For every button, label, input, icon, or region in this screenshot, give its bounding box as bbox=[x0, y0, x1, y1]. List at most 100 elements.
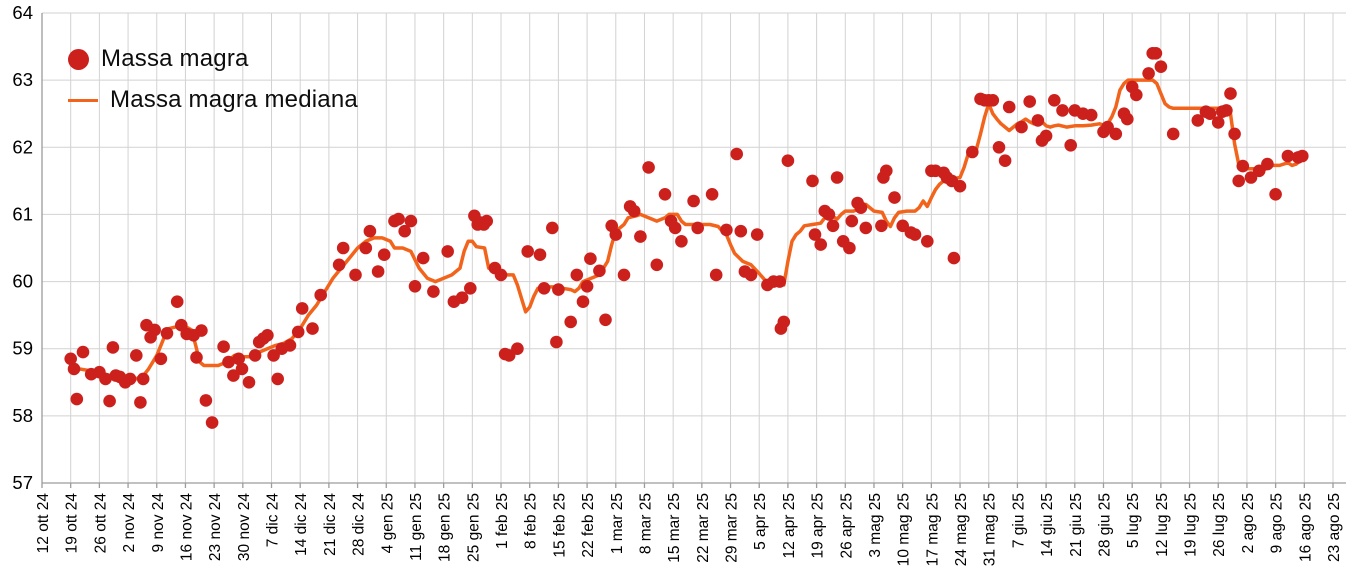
data-point bbox=[1084, 108, 1098, 122]
data-point bbox=[1203, 107, 1217, 120]
data-point bbox=[845, 214, 859, 228]
x-axis-label: 1 mar 25 bbox=[609, 493, 626, 554]
data-point bbox=[675, 235, 688, 248]
gridlines bbox=[41, 12, 1346, 484]
data-point bbox=[1149, 47, 1163, 60]
scatter-points bbox=[64, 47, 1309, 429]
data-point bbox=[992, 141, 1006, 154]
data-point bbox=[806, 174, 819, 188]
x-axis-label: 2 nov 24 bbox=[121, 493, 138, 553]
data-point bbox=[199, 394, 213, 407]
data-point bbox=[154, 352, 168, 366]
x-axis-label: 12 lug 25 bbox=[1154, 493, 1171, 557]
data-point bbox=[642, 161, 655, 174]
data-point bbox=[76, 345, 90, 359]
data-point bbox=[1220, 104, 1233, 117]
data-point bbox=[480, 214, 494, 228]
data-point bbox=[609, 228, 623, 241]
data-point bbox=[744, 268, 758, 282]
x-axis-label: 28 giu 25 bbox=[1096, 493, 1113, 557]
data-point bbox=[271, 372, 285, 386]
data-point bbox=[1232, 174, 1245, 188]
data-point bbox=[1236, 159, 1250, 173]
x-axis-label: 19 lug 25 bbox=[1183, 493, 1200, 557]
data-point bbox=[1296, 149, 1309, 163]
data-point bbox=[546, 221, 559, 235]
data-point bbox=[576, 295, 590, 309]
data-point bbox=[1121, 112, 1134, 126]
legend-label-massa-magra: Massa magra bbox=[101, 45, 249, 72]
data-point bbox=[392, 212, 405, 226]
data-point bbox=[822, 208, 836, 221]
data-point bbox=[235, 362, 249, 376]
data-point bbox=[349, 268, 362, 282]
y-axis-label: 62 bbox=[12, 136, 33, 157]
data-point bbox=[134, 396, 147, 409]
data-point bbox=[627, 204, 641, 218]
data-point bbox=[67, 362, 81, 376]
data-point bbox=[227, 369, 240, 382]
x-axis-label: 15 mar 25 bbox=[666, 493, 683, 563]
data-point bbox=[1048, 94, 1061, 107]
x-axis-label: 26 lug 25 bbox=[1211, 493, 1228, 557]
data-point bbox=[205, 416, 219, 429]
x-axis-labels: 12 ott 24 19 ott 24 26 ott 24 2 nov 24 9 nov… bbox=[35, 493, 1343, 567]
x-axis-label: 4 gen 25 bbox=[379, 493, 396, 553]
data-point bbox=[1261, 157, 1274, 171]
y-axis-label: 60 bbox=[12, 271, 33, 292]
x-axis-label: 22 feb 25 bbox=[580, 493, 597, 558]
legend-item-massa-magra-mediana: Massa magra mediana bbox=[68, 85, 358, 115]
data-point bbox=[217, 340, 230, 354]
data-point bbox=[691, 221, 704, 235]
x-axis-label: 12 apr 25 bbox=[781, 493, 798, 559]
data-point bbox=[242, 376, 256, 389]
x-axis-label: 5 lug 25 bbox=[1125, 493, 1142, 548]
data-point bbox=[593, 264, 606, 278]
data-point bbox=[599, 313, 612, 327]
x-axis-label: 16 ago 25 bbox=[1297, 493, 1314, 562]
data-point bbox=[773, 275, 786, 288]
data-point bbox=[455, 291, 469, 305]
legend-item-massa-magra: Massa magra bbox=[68, 44, 358, 74]
x-axis-label: 14 giu 25 bbox=[1039, 493, 1056, 557]
data-point bbox=[859, 221, 873, 235]
data-point bbox=[130, 349, 143, 362]
data-point bbox=[103, 394, 116, 408]
line-swatch-icon bbox=[68, 98, 98, 102]
y-axis-labels: 57 58 59 60 61 62 63 64 bbox=[12, 2, 33, 493]
data-point bbox=[1056, 104, 1069, 117]
data-point bbox=[921, 235, 934, 248]
data-point bbox=[537, 282, 551, 295]
data-point bbox=[1031, 114, 1045, 127]
data-point bbox=[658, 188, 672, 201]
data-point bbox=[584, 252, 597, 265]
x-axis-label: 7 dic 24 bbox=[265, 493, 282, 548]
data-point bbox=[1154, 60, 1168, 73]
data-point bbox=[1224, 87, 1237, 100]
data-point bbox=[222, 355, 235, 369]
x-axis-label: 5 apr 25 bbox=[752, 493, 769, 550]
x-axis-label: 11 gen 25 bbox=[408, 493, 425, 561]
data-point bbox=[441, 245, 455, 258]
x-axis-label: 30 nov 24 bbox=[236, 493, 253, 561]
data-point bbox=[314, 288, 328, 302]
data-point bbox=[1191, 114, 1205, 127]
data-point bbox=[170, 295, 184, 309]
data-point bbox=[190, 351, 203, 364]
x-axis-label: 24 mag 25 bbox=[953, 493, 970, 566]
data-point bbox=[1211, 116, 1225, 129]
data-point bbox=[1039, 129, 1053, 143]
x-axis-label: 9 ago 25 bbox=[1269, 493, 1286, 553]
x-axis-label: 23 ago 25 bbox=[1326, 493, 1343, 562]
x-axis-label: 25 gen 25 bbox=[465, 493, 482, 562]
data-point bbox=[404, 214, 418, 228]
data-point bbox=[1281, 149, 1295, 163]
data-point bbox=[1228, 127, 1241, 141]
data-point bbox=[552, 283, 565, 296]
data-point bbox=[730, 147, 743, 161]
x-axis-label: 26 apr 25 bbox=[838, 493, 855, 559]
x-axis-label: 15 feb 25 bbox=[551, 493, 568, 558]
data-point bbox=[1142, 67, 1155, 80]
median-line bbox=[68, 78, 1307, 381]
